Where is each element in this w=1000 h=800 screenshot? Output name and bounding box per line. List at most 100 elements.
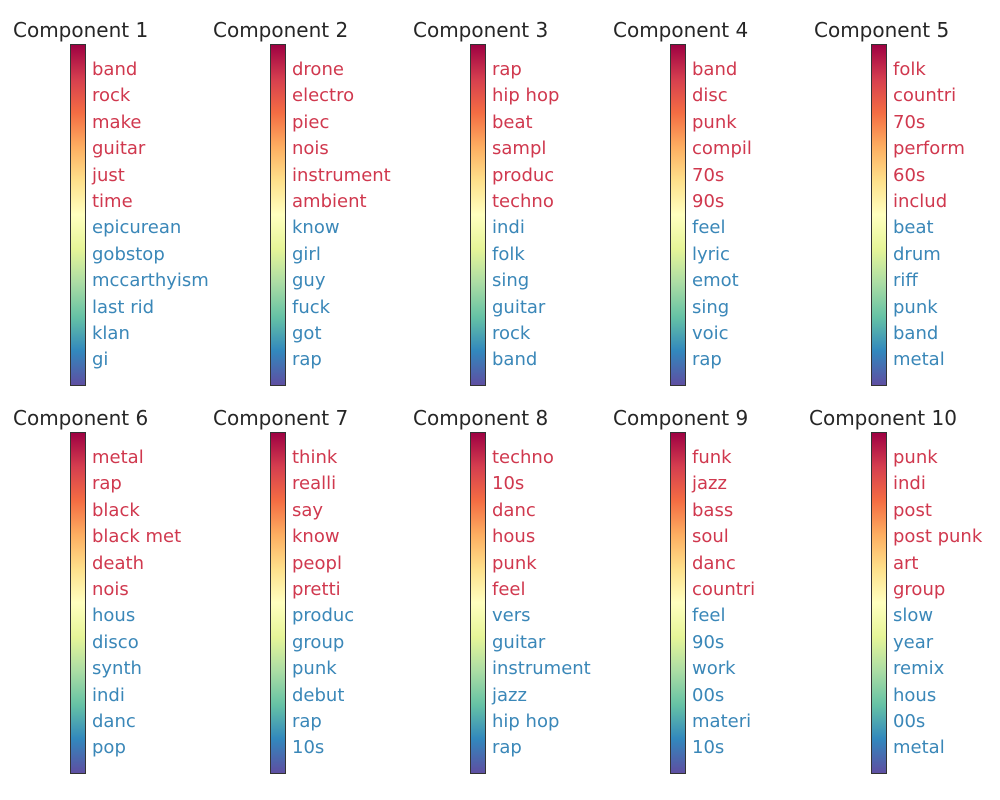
positive-term: 70s xyxy=(692,164,725,186)
negative-term: guitar xyxy=(492,631,546,653)
positive-term: includ xyxy=(893,191,948,212)
positive-term: death xyxy=(92,552,144,574)
colorbar xyxy=(270,44,286,386)
positive-term: rap xyxy=(92,473,122,495)
positive-term: sampl xyxy=(492,138,547,160)
positive-term: danc xyxy=(692,552,736,574)
negative-term: group xyxy=(292,631,345,653)
negative-term: voic xyxy=(692,323,729,344)
negative-term: drum xyxy=(893,243,941,265)
negative-term: band xyxy=(492,349,538,371)
component-panel: Component 8 techno 10s danc hous punk feel vers… xyxy=(400,388,600,778)
positive-term: hous xyxy=(492,526,536,548)
negative-term: emot xyxy=(692,270,739,292)
negative-term: jazz xyxy=(492,684,527,706)
positive-term: danc xyxy=(492,499,536,521)
negative-term: feel xyxy=(692,605,726,627)
negative-term: mccarthyism xyxy=(92,270,209,292)
positive-term: jazz xyxy=(692,473,727,495)
panel-title: Component 8 xyxy=(413,406,549,430)
positive-term: produc xyxy=(492,164,555,186)
negative-term: epicurean xyxy=(92,217,182,239)
positive-term: nois xyxy=(92,579,129,600)
negative-term: band xyxy=(893,323,939,344)
colorbar xyxy=(470,44,486,386)
negative-term: rap xyxy=(292,711,322,732)
positive-term: rap xyxy=(492,59,522,80)
positive-term: disc xyxy=(692,85,728,107)
positive-term: think xyxy=(292,447,338,468)
negative-term: sing xyxy=(492,270,530,292)
positive-term: 70s xyxy=(893,111,926,133)
negative-term: 00s xyxy=(692,684,725,706)
colorbar xyxy=(670,432,686,774)
negative-term: metal xyxy=(893,737,945,759)
negative-term: girl xyxy=(292,243,321,265)
negative-term: gobstop xyxy=(92,243,165,265)
positive-term: band xyxy=(692,59,738,80)
negative-term: indi xyxy=(492,217,525,239)
positive-term: 10s xyxy=(492,473,525,495)
negative-term: punk xyxy=(893,296,938,318)
component-panel: Component 2 drone electro piec nois instrumen… xyxy=(200,0,400,390)
positive-term: 60s xyxy=(893,164,926,186)
negative-term: folk xyxy=(492,243,525,265)
positive-term: pretti xyxy=(292,579,341,600)
positive-term: indi xyxy=(893,473,926,495)
negative-term: feel xyxy=(692,217,726,239)
positive-term: folk xyxy=(893,59,926,80)
colorbar xyxy=(871,432,887,774)
positive-term: soul xyxy=(692,526,729,548)
positive-term: punk xyxy=(692,111,737,133)
colorbar xyxy=(270,432,286,774)
colorbar xyxy=(871,44,887,386)
positive-term: band xyxy=(92,59,138,80)
component-panel: Component 3 rap hip hop beat sampl produc tech… xyxy=(400,0,600,390)
negative-term: riff xyxy=(893,270,918,292)
negative-term: synth xyxy=(92,658,142,680)
negative-term: rap xyxy=(692,349,722,371)
negative-term: beat xyxy=(893,217,934,239)
negative-term: produc xyxy=(292,605,355,627)
positive-term: know xyxy=(292,526,340,548)
positive-term: realli xyxy=(292,473,337,495)
positive-term: make xyxy=(92,111,142,133)
positive-term: 90s xyxy=(692,191,725,212)
negative-term: 00s xyxy=(893,711,926,732)
negative-term: materi xyxy=(692,711,752,732)
component-panel: Component 1 band rock make guitar just time epi… xyxy=(0,0,209,390)
negative-term: instrument xyxy=(492,658,591,680)
panel-title: Component 9 xyxy=(613,406,749,430)
positive-term: black xyxy=(92,499,140,521)
positive-term: black met xyxy=(92,526,182,548)
positive-term: piec xyxy=(292,111,330,133)
negative-term: 90s xyxy=(692,631,725,653)
negative-term: hous xyxy=(893,684,937,706)
colorbar xyxy=(670,44,686,386)
colorbar xyxy=(70,44,86,386)
positive-term: funk xyxy=(692,447,732,468)
negative-term: punk xyxy=(292,658,337,680)
panel-title: Component 3 xyxy=(413,18,549,42)
negative-term: slow xyxy=(893,605,934,627)
positive-term: electro xyxy=(292,85,355,107)
positive-term: hip hop xyxy=(492,85,560,107)
negative-term: rap xyxy=(292,349,322,371)
positive-term: nois xyxy=(292,138,329,160)
positive-term: peopl xyxy=(292,552,342,574)
component-panel: Component 5 folk countri 70s perform 60s inclu… xyxy=(801,0,1000,390)
positive-term: time xyxy=(92,191,133,212)
negative-term: sing xyxy=(692,296,730,318)
negative-term: debut xyxy=(292,684,345,706)
negative-term: year xyxy=(893,631,934,653)
positive-term: drone xyxy=(292,59,344,80)
panel-title: Component 7 xyxy=(213,406,349,430)
negative-term: klan xyxy=(92,323,130,344)
panel-title: Component 2 xyxy=(213,18,349,42)
positive-term: rock xyxy=(92,85,131,107)
component-panel: Component 6 metal rap black black met death no… xyxy=(0,388,200,778)
negative-term: vers xyxy=(492,605,531,627)
positive-term: techno xyxy=(492,191,554,212)
positive-term: post xyxy=(893,499,932,521)
positive-term: perform xyxy=(893,138,965,160)
